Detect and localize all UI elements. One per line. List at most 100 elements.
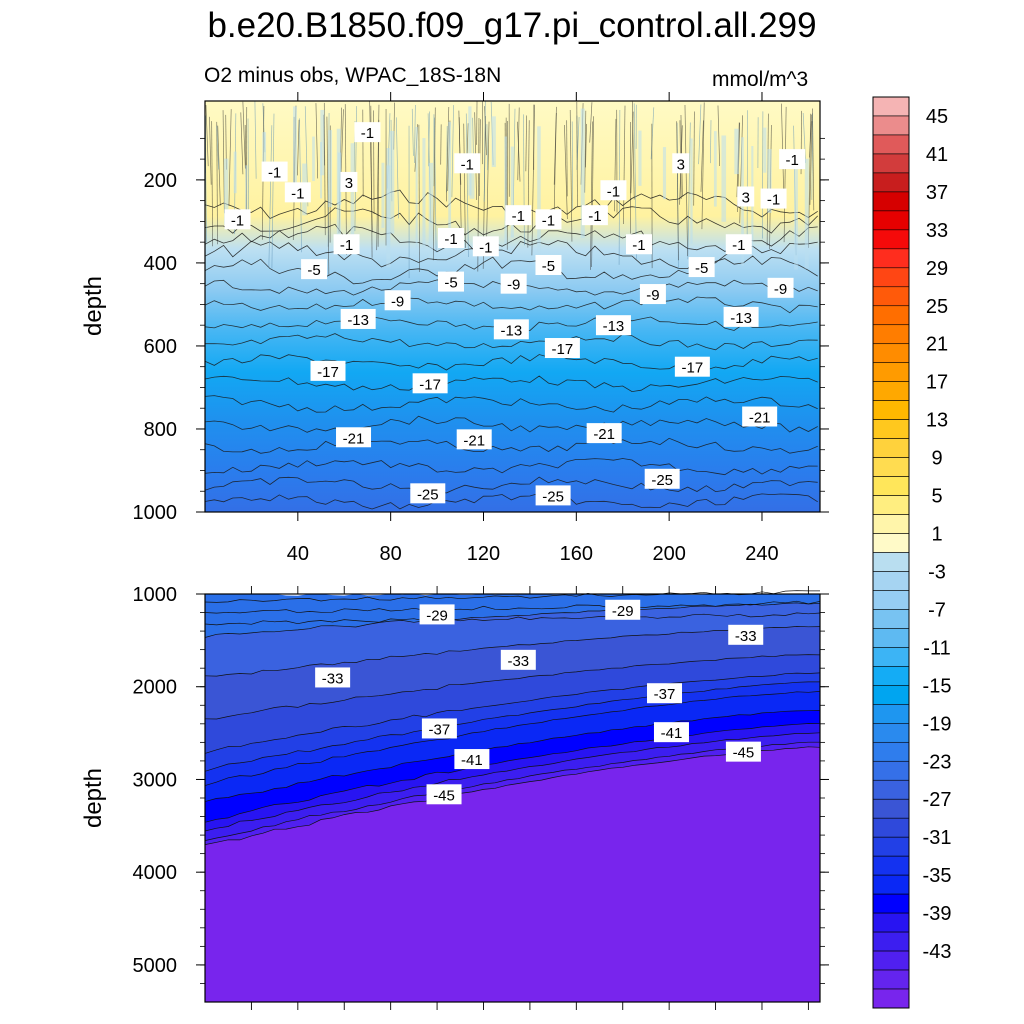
contour-label-bg <box>333 234 360 255</box>
contour-label: -1 <box>760 188 787 209</box>
contour-label: -41 <box>454 749 490 770</box>
contour-label-bg <box>426 784 462 805</box>
contour-label-text: -17 <box>317 364 339 381</box>
contour-line <box>517 121 521 182</box>
contour-patch <box>713 131 717 207</box>
y-tick-label: 2000 <box>133 677 178 699</box>
contour-label-bg <box>767 277 794 298</box>
colorbar-swatch <box>872 457 910 477</box>
contour-patch <box>224 158 229 225</box>
contour-line <box>630 111 634 194</box>
contour-label-text: -5 <box>542 258 555 275</box>
contour-label-bg <box>725 741 761 762</box>
colorbar-label: -19 <box>923 713 952 735</box>
contour-label-text: -1 <box>732 237 745 254</box>
contour-line <box>684 105 688 257</box>
contour-label: -45 <box>426 784 462 805</box>
contour-label-text: -1 <box>588 208 601 225</box>
contour-line <box>802 112 806 163</box>
contour-line <box>204 672 821 754</box>
contour-line <box>204 691 821 786</box>
colorbar-swatch <box>872 305 910 326</box>
contour-line <box>531 104 535 256</box>
contour-line <box>268 125 273 268</box>
contour-band <box>205 746 820 1002</box>
contour-label-bg <box>454 749 490 770</box>
contour-line <box>584 110 587 193</box>
contour-line <box>485 121 490 255</box>
contour-line <box>411 108 414 156</box>
contour-label-text: -21 <box>463 432 485 449</box>
contour-line <box>204 415 818 433</box>
colorbar-swatch <box>872 400 910 420</box>
units-label: mmol/m^3 <box>712 68 809 91</box>
contour-patch <box>233 151 237 194</box>
contour-label-bg <box>653 722 689 743</box>
contour-label-text: -1 <box>444 231 457 248</box>
contour-label: -1 <box>625 234 652 255</box>
contour-label: -5 <box>301 259 328 280</box>
contour-label: -9 <box>384 290 411 311</box>
contour-patch <box>428 162 434 258</box>
contour-line <box>676 121 679 261</box>
y-tick-label: 200 <box>144 170 177 192</box>
colorbar-swatch <box>872 893 910 914</box>
contour-label-bg <box>742 406 778 427</box>
colorbar-swatch <box>872 514 910 534</box>
contour-line <box>809 121 813 205</box>
contour-label: -1 <box>472 236 499 257</box>
contour-label-text: -41 <box>461 752 483 769</box>
contour-label-text: 3 <box>345 175 353 192</box>
contour-patch <box>422 138 426 250</box>
contour-patch <box>415 126 418 255</box>
contour-patch <box>767 149 772 213</box>
contour-label: -5 <box>438 271 464 292</box>
colorbar-swatch <box>872 817 910 838</box>
colorbar-label: -11 <box>923 637 950 659</box>
contour-label: -33 <box>315 667 351 688</box>
colorbar-label: 1 <box>931 524 942 546</box>
colorbar-swatch <box>872 798 910 819</box>
x-tick-label: 240 <box>745 543 778 565</box>
colorbar-swatch <box>872 267 910 288</box>
colorbar-swatch <box>872 115 910 136</box>
contour-label: 3 <box>737 186 755 207</box>
contour-label: -45 <box>725 741 761 762</box>
contour-line <box>687 122 691 260</box>
colorbar-swatch <box>872 476 910 496</box>
colorbar-swatch <box>872 609 910 629</box>
contour-label-bg <box>412 373 448 394</box>
colorbar-swatch <box>872 590 910 610</box>
contour-label-text: -9 <box>391 293 404 310</box>
contour-label-text: -33 <box>507 653 529 670</box>
colorbar-label: -15 <box>923 675 952 697</box>
contour-label: -1 <box>224 209 251 230</box>
contour-label-bg <box>544 338 580 359</box>
contour-label: -25 <box>644 468 680 489</box>
contour-line <box>432 107 436 261</box>
contour-patch <box>638 130 642 186</box>
contour-label: -1 <box>261 161 288 182</box>
contour-label-bg <box>672 153 690 174</box>
contour-patch <box>763 127 767 173</box>
contour-label-text: -45 <box>733 745 755 762</box>
contour-label: -25 <box>410 483 446 504</box>
contour-label: -33 <box>500 649 536 670</box>
contour-label-bg <box>454 153 481 174</box>
contour-label: -1 <box>454 153 481 174</box>
colorbar-swatch <box>872 760 910 781</box>
panel-subtitle: O2 minus obs, WPAC_18S-18N <box>204 64 502 87</box>
contour-label-text: -1 <box>785 152 798 169</box>
contour-label-text: 3 <box>742 189 750 206</box>
contour-label-bg <box>535 485 571 506</box>
contour-label-bg <box>336 427 372 448</box>
contour-label: -21 <box>456 429 492 450</box>
contour-line <box>569 109 573 242</box>
contour-line <box>254 101 257 179</box>
contour-line <box>710 120 712 164</box>
contour-label-text: -21 <box>343 430 365 447</box>
colorbar-swatch <box>872 931 910 952</box>
contour-line <box>204 476 818 494</box>
contour-label-text: -13 <box>347 312 369 329</box>
contour-patch <box>734 128 739 175</box>
